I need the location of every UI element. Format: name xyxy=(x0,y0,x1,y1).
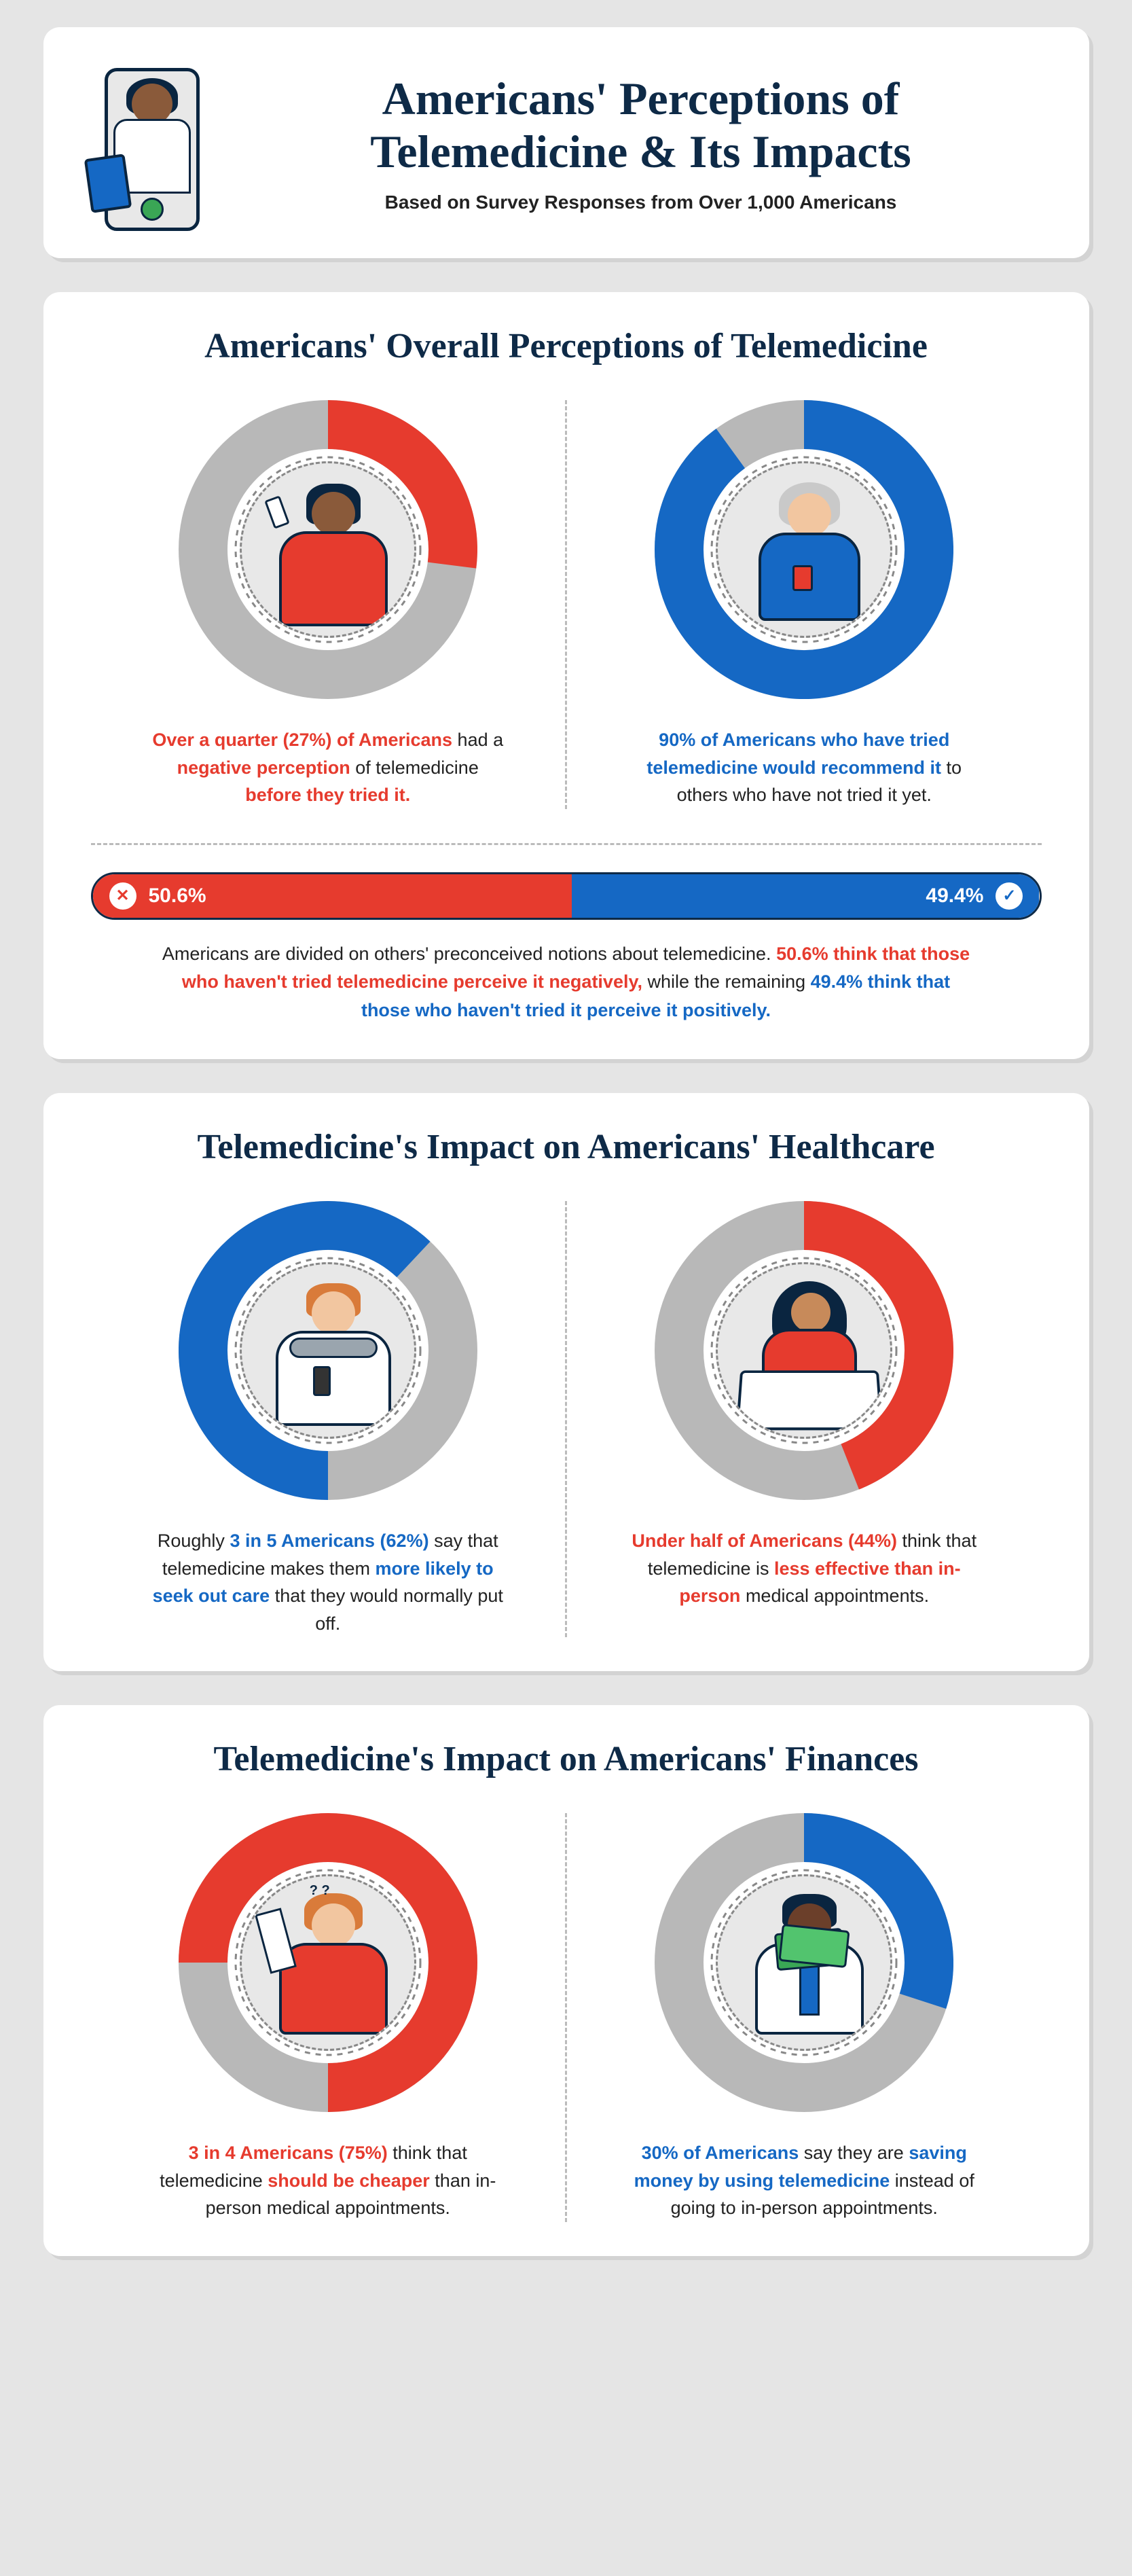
donut-should-be-cheaper: ? ? xyxy=(179,1813,477,2112)
section1-right: 90% of Americans who have tried telemedi… xyxy=(567,400,1042,809)
section2-title: Telemedicine's Impact on Americans' Heal… xyxy=(91,1127,1042,1167)
section3-left: ? ? 3 in 4 Americans (75%) think that te… xyxy=(91,1813,566,2222)
check-icon: ✓ xyxy=(996,882,1023,910)
title-line-2: Telemedicine & Its Impacts xyxy=(370,126,911,177)
donut-recommend xyxy=(655,400,953,699)
phone-doctor-icon xyxy=(91,54,206,231)
section1-left: Over a quarter (27%) of Americans had a … xyxy=(91,400,566,809)
split-bar: ✕ 50.6% 49.4% ✓ xyxy=(91,872,1042,920)
bar-left-segment: ✕ 50.6% xyxy=(93,874,572,918)
main-title: Americans' Perceptions of Telemedicine &… xyxy=(240,72,1042,178)
person-elderly-pills-icon xyxy=(718,463,890,636)
section3-columns: ? ? 3 in 4 Americans (75%) think that te… xyxy=(91,1813,1042,2222)
section2-left-caption: Roughly 3 in 5 Americans (62%) say that … xyxy=(151,1527,505,1637)
section-healthcare: Telemedicine's Impact on Americans' Heal… xyxy=(43,1093,1089,1671)
bar-right-label: 49.4% xyxy=(926,884,983,908)
header-text: Americans' Perceptions of Telemedicine &… xyxy=(240,72,1042,213)
donut-less-effective xyxy=(655,1201,953,1500)
section3-title: Telemedicine's Impact on Americans' Fina… xyxy=(91,1739,1042,1779)
section1-left-caption: Over a quarter (27%) of Americans had a … xyxy=(151,726,505,809)
section2-columns: Roughly 3 in 5 Americans (62%) say that … xyxy=(91,1201,1042,1637)
bar-left-label: 50.6% xyxy=(149,884,206,908)
title-line-1: Americans' Perceptions of xyxy=(382,73,900,124)
bar-caption: Americans are divided on others' preconc… xyxy=(159,940,974,1026)
x-icon: ✕ xyxy=(109,882,136,910)
header-card: Americans' Perceptions of Telemedicine &… xyxy=(43,27,1089,258)
section1-title: Americans' Overall Perceptions of Teleme… xyxy=(91,326,1042,366)
subtitle: Based on Survey Responses from Over 1,00… xyxy=(240,192,1042,213)
person-arms-crossed-icon xyxy=(718,1264,890,1437)
bar-right-segment: 49.4% ✓ xyxy=(572,874,1040,918)
person-cash-icon xyxy=(718,1876,890,2049)
section1-columns: Over a quarter (27%) of Americans had a … xyxy=(91,400,1042,809)
section3-left-caption: 3 in 4 Americans (75%) think that teleme… xyxy=(151,2139,505,2222)
section2-left: Roughly 3 in 5 Americans (62%) say that … xyxy=(91,1201,566,1637)
donut-negative-perception xyxy=(179,400,477,699)
section-finances: Telemedicine's Impact on Americans' Fina… xyxy=(43,1705,1089,2256)
person-rejecting-phone-icon xyxy=(242,463,414,636)
section2-right: Under half of Americans (44%) think that… xyxy=(567,1201,1042,1637)
person-receipt-icon: ? ? xyxy=(242,1876,414,2049)
person-sick-icon xyxy=(242,1264,414,1437)
section3-right-caption: 30% of Americans say they are saving mon… xyxy=(627,2139,981,2222)
donut-saving-money xyxy=(655,1813,953,2112)
section2-right-caption: Under half of Americans (44%) think that… xyxy=(627,1527,981,1610)
section3-right: 30% of Americans say they are saving mon… xyxy=(567,1813,1042,2222)
section-perceptions: Americans' Overall Perceptions of Teleme… xyxy=(43,292,1089,1059)
horizontal-divider xyxy=(91,843,1042,845)
section1-right-caption: 90% of Americans who have tried telemedi… xyxy=(627,726,981,809)
donut-seek-care xyxy=(179,1201,477,1500)
